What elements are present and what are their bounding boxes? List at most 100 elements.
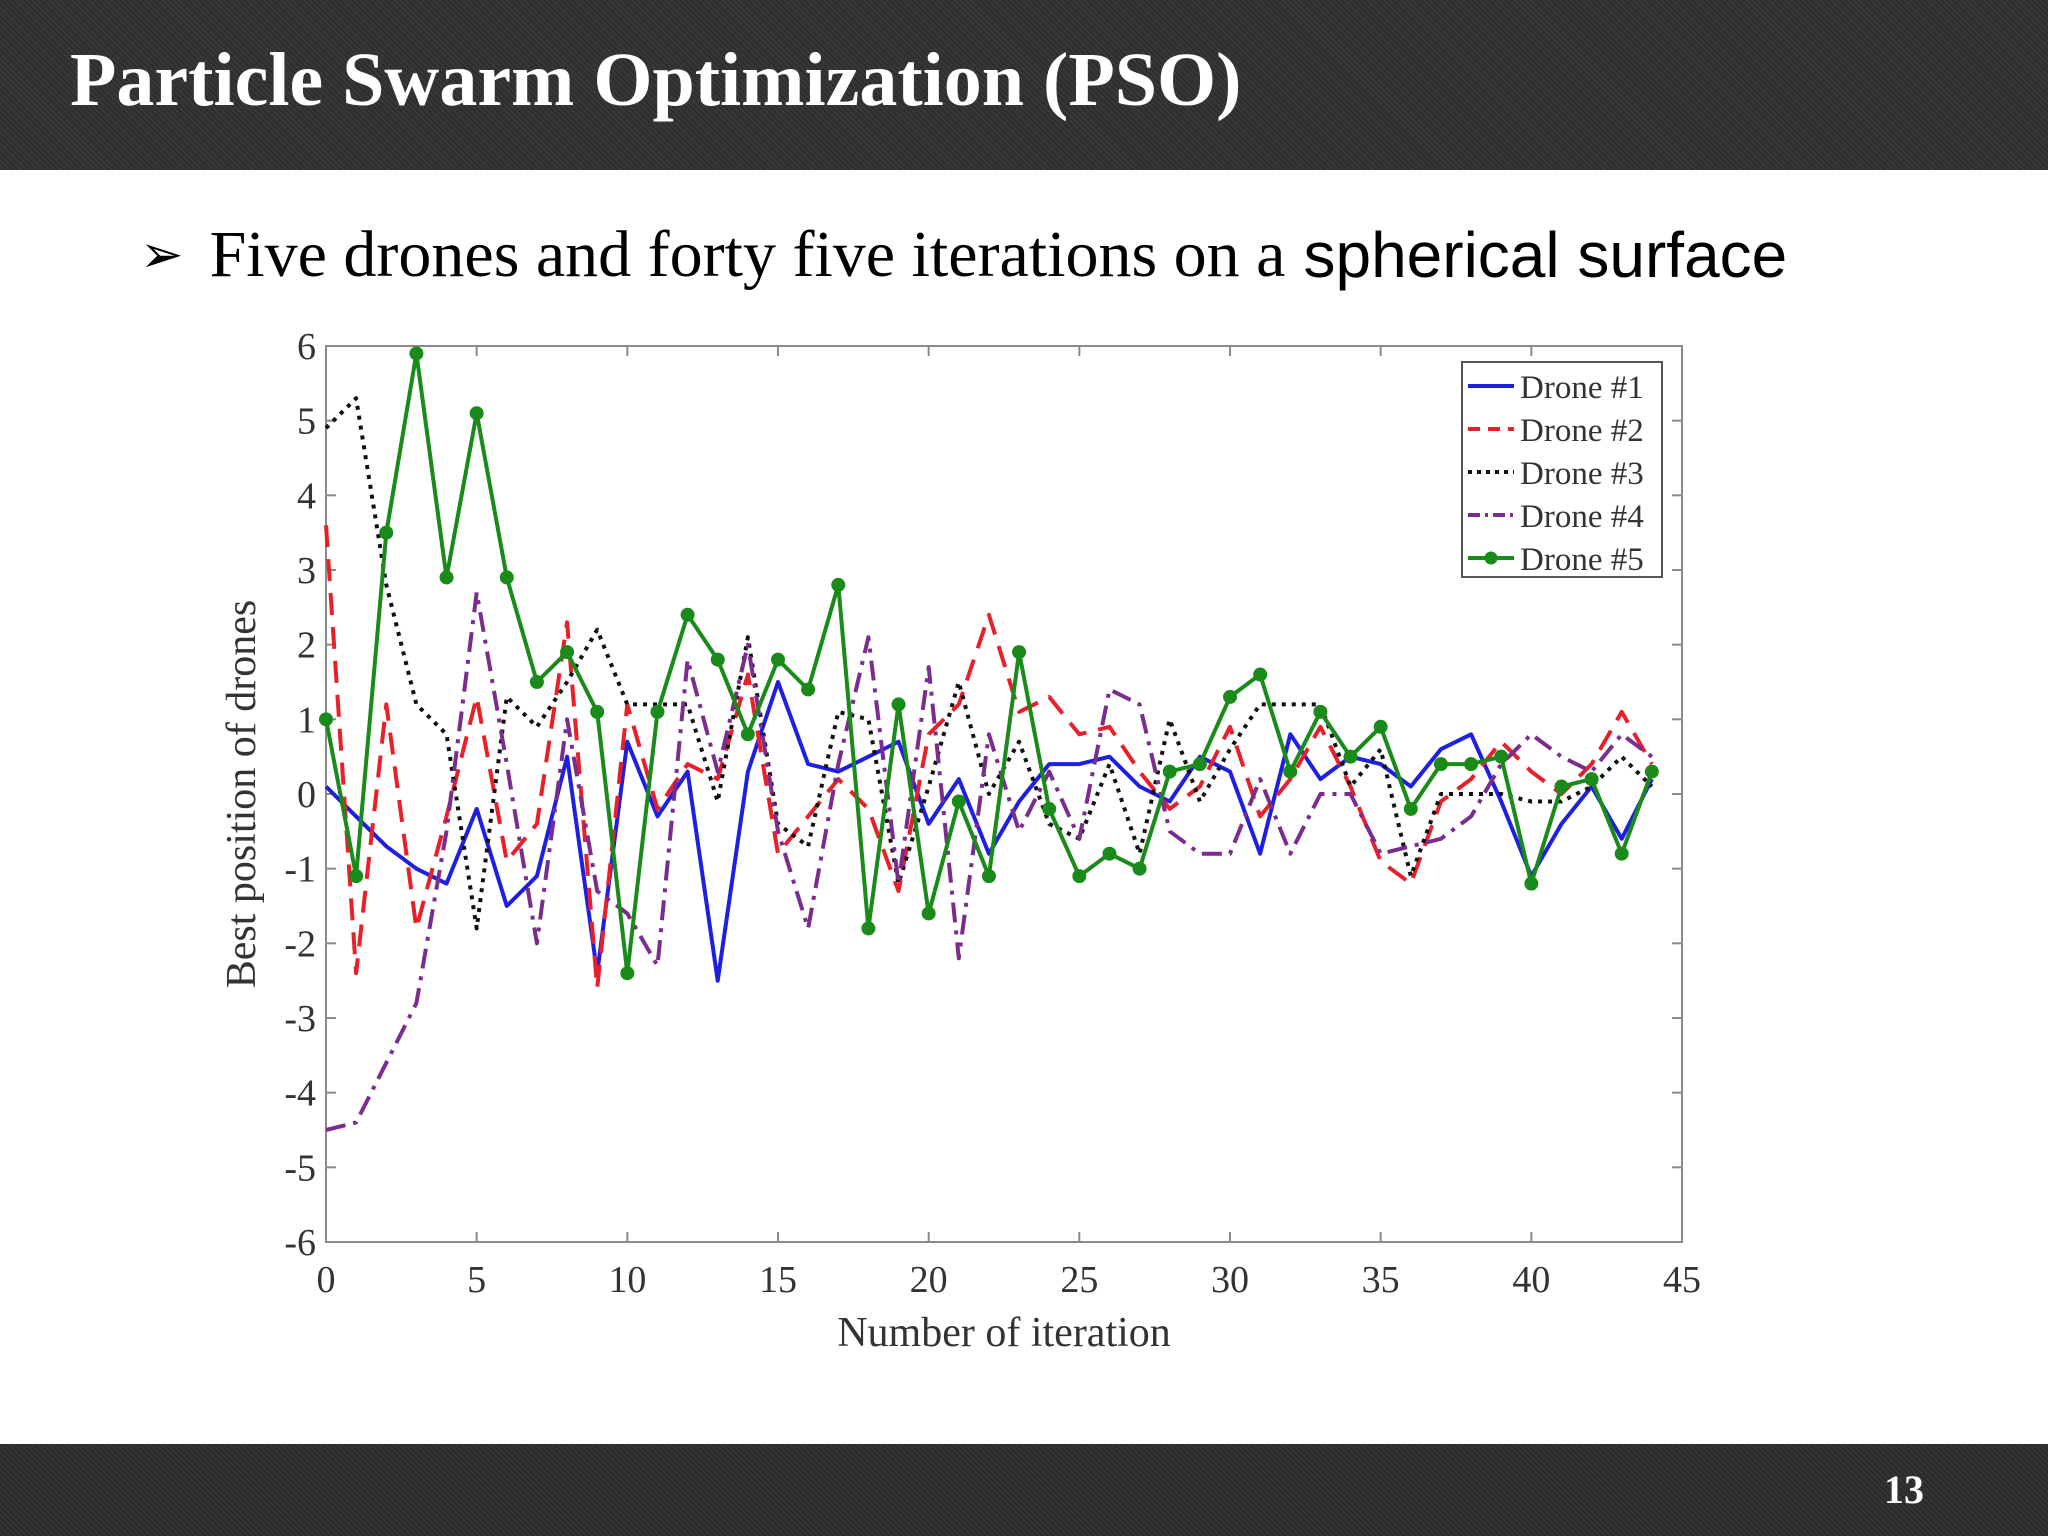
series-drone-4 bbox=[325, 590, 1654, 1132]
data-point bbox=[801, 682, 816, 697]
legend-label: Drone #2 bbox=[1520, 413, 1644, 449]
data-point bbox=[1343, 749, 1358, 764]
legend-label: Drone #4 bbox=[1520, 499, 1644, 535]
data-point bbox=[439, 570, 454, 585]
data-point bbox=[831, 577, 846, 592]
x-tick-label: 45 bbox=[1663, 1259, 1701, 1301]
legend-label: Drone #3 bbox=[1520, 456, 1644, 492]
data-point bbox=[740, 727, 755, 742]
x-tick-label: 15 bbox=[759, 1259, 797, 1301]
data-point bbox=[1584, 772, 1599, 787]
data-point bbox=[560, 645, 575, 660]
data-point bbox=[409, 346, 424, 361]
arrow-bullet-icon: ➢ bbox=[140, 225, 184, 285]
y-axis-label: Best position of drones bbox=[219, 600, 265, 988]
series-line bbox=[325, 590, 1654, 1132]
data-point bbox=[1464, 757, 1479, 772]
data-point bbox=[1192, 757, 1207, 772]
data-point bbox=[349, 869, 364, 884]
x-tick-label: 35 bbox=[1362, 1259, 1400, 1301]
y-tick-label: -2 bbox=[284, 923, 316, 965]
data-point bbox=[1644, 764, 1659, 779]
y-tick-label: -4 bbox=[284, 1073, 316, 1115]
series-layer bbox=[319, 346, 1659, 1132]
x-tick-label: 5 bbox=[467, 1259, 486, 1301]
data-point bbox=[650, 704, 665, 719]
data-point bbox=[499, 570, 514, 585]
data-point bbox=[981, 869, 996, 884]
series-drone-1 bbox=[324, 680, 1654, 983]
bullet-text: Five drones and forty five iterations on… bbox=[209, 218, 1286, 291]
data-point bbox=[1072, 869, 1087, 884]
data-point bbox=[1524, 876, 1539, 891]
title-bar: Particle Swarm Optimization (PSO) bbox=[0, 0, 2048, 170]
y-tick-label: -3 bbox=[284, 998, 316, 1040]
series-line bbox=[324, 680, 1654, 983]
legend-entry: Drone #1 bbox=[1468, 370, 1644, 406]
data-point bbox=[620, 966, 635, 981]
page-number: 13 bbox=[1884, 1467, 1924, 1512]
data-point bbox=[1433, 757, 1448, 772]
y-tick-label: 4 bbox=[297, 475, 316, 517]
x-axis-label: Number of iteration bbox=[837, 1310, 1171, 1356]
legend-entry: Drone #3 bbox=[1468, 456, 1644, 492]
data-point bbox=[529, 675, 544, 689]
legend-entry: Drone #5 bbox=[1468, 542, 1644, 578]
data-point bbox=[1614, 846, 1629, 861]
series-drone-2 bbox=[324, 525, 1654, 991]
legend: Drone #1 Drone #2 Drone #3 Drone #4 Drone #5 bbox=[1461, 361, 1663, 578]
data-point bbox=[379, 525, 394, 540]
series-line bbox=[324, 396, 1654, 931]
data-point bbox=[680, 607, 695, 622]
data-point bbox=[1554, 779, 1569, 794]
legend-marker bbox=[1484, 551, 1498, 565]
x-tick-label: 10 bbox=[608, 1259, 646, 1301]
data-point bbox=[1132, 861, 1147, 876]
data-point bbox=[1373, 719, 1388, 734]
data-point bbox=[1283, 764, 1298, 779]
data-point bbox=[319, 712, 333, 727]
data-point bbox=[1313, 704, 1328, 719]
legend-box bbox=[1461, 361, 1663, 578]
data-point bbox=[891, 697, 906, 712]
y-tick-label: 2 bbox=[297, 625, 316, 667]
y-tick-label: 1 bbox=[297, 699, 316, 741]
data-point bbox=[1042, 801, 1057, 816]
x-tick-label: 0 bbox=[317, 1259, 336, 1301]
x-tick-label: 25 bbox=[1060, 1259, 1098, 1301]
data-point bbox=[1253, 667, 1268, 682]
series-line bbox=[324, 525, 1654, 991]
data-point bbox=[1162, 764, 1177, 779]
y-tick-label: 6 bbox=[297, 326, 316, 368]
data-point bbox=[1494, 749, 1509, 764]
y-tick-label: -6 bbox=[284, 1222, 316, 1264]
bullet-item: ➢ Five drones and forty five iterations … bbox=[140, 215, 1787, 295]
data-point bbox=[1223, 689, 1237, 704]
data-point bbox=[1403, 801, 1418, 816]
x-tick-label: 30 bbox=[1211, 1259, 1249, 1301]
y-tick-label: 0 bbox=[297, 774, 316, 816]
y-tick-label: 3 bbox=[297, 550, 316, 592]
data-point bbox=[710, 652, 725, 667]
y-tick-label: -5 bbox=[284, 1147, 316, 1189]
footer-bar: 13 bbox=[0, 1444, 2048, 1536]
data-point bbox=[861, 921, 876, 936]
data-point bbox=[951, 794, 966, 809]
data-point bbox=[771, 652, 785, 667]
legend-entry: Drone #4 bbox=[1468, 499, 1644, 535]
legend-label: Drone #1 bbox=[1520, 370, 1644, 406]
bullet-text-emphasis: spherical surface bbox=[1303, 219, 1788, 291]
data-point bbox=[590, 704, 605, 719]
y-tick-label: -1 bbox=[284, 849, 316, 891]
data-point bbox=[921, 906, 936, 921]
legend-entry: Drone #2 bbox=[1468, 413, 1644, 449]
data-point bbox=[1012, 645, 1027, 660]
data-point bbox=[1102, 846, 1117, 861]
series-drone-5 bbox=[319, 346, 1659, 981]
x-tick-label: 20 bbox=[910, 1259, 948, 1301]
plot-area bbox=[325, 345, 1683, 1243]
legend-label: Drone #5 bbox=[1520, 542, 1644, 578]
series-drone-3 bbox=[324, 396, 1654, 931]
